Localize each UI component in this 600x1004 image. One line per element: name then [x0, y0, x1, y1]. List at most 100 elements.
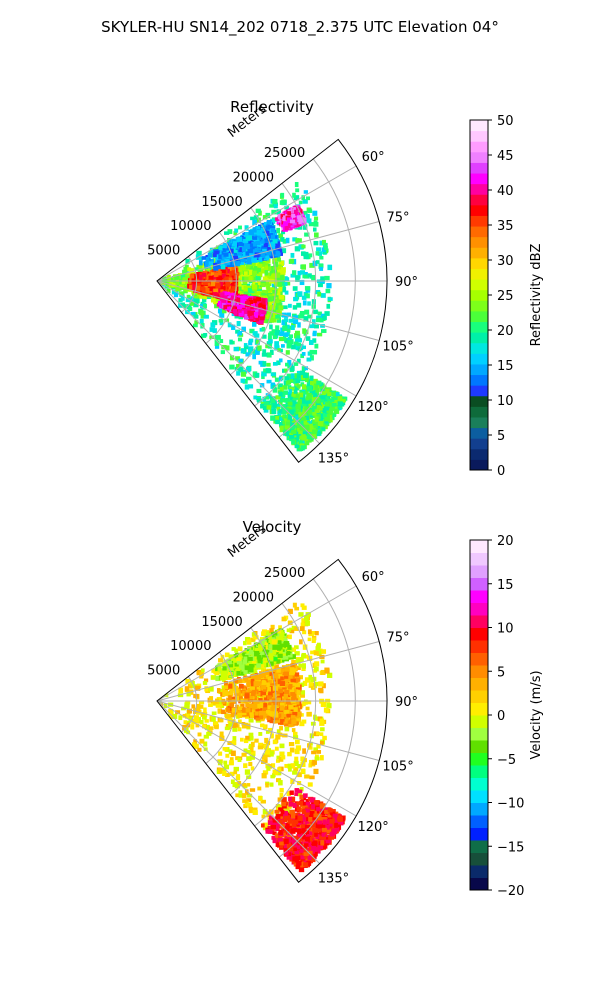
echo-cell: [252, 371, 258, 377]
echo-cell: [295, 275, 301, 279]
echo-cell: [293, 209, 298, 216]
echo-cell: [183, 266, 189, 273]
echo-cell: [225, 276, 232, 281]
echo-cell: [285, 237, 290, 244]
echo-cell: [283, 318, 288, 323]
echo-cell: [263, 408, 269, 413]
echo-cell: [308, 339, 314, 345]
echo-cell: [245, 287, 250, 293]
echo-cell: [253, 311, 259, 317]
echo-cell: [269, 349, 274, 355]
echo-cell: [304, 366, 308, 371]
echo-cell: [277, 412, 282, 418]
echo-cell: [201, 272, 207, 277]
echo-cell: [207, 286, 213, 292]
echo-cell: [257, 398, 262, 403]
echo-cell: [302, 274, 308, 279]
echo-cell: [214, 340, 220, 346]
echo-cell: [267, 296, 272, 301]
echo-cell: [272, 239, 278, 244]
echo-cell: [295, 379, 301, 384]
echo-cell: [262, 233, 266, 239]
echo-cell: [253, 395, 258, 400]
echo-cell: [250, 305, 254, 310]
echo-cell: [257, 227, 263, 231]
echo-cell: [199, 256, 204, 260]
echo-cell: [247, 310, 252, 316]
echo-cell: [269, 313, 276, 318]
echo-cell: [258, 234, 264, 239]
echo-cell: [286, 217, 292, 223]
echo-cell: [236, 261, 240, 267]
echo-cell: [301, 345, 306, 350]
echo-cell: [251, 284, 258, 290]
echo-cell: [232, 241, 238, 246]
echo-cell: [242, 378, 248, 384]
echo-cell: [282, 248, 287, 254]
echo-cell: [299, 389, 303, 395]
echo-cell: [263, 225, 268, 230]
echo-cell: [238, 296, 244, 301]
echo-cell: [244, 276, 250, 282]
echo-cell: [217, 276, 223, 282]
echo-cell: [278, 260, 285, 266]
echo-cell: [275, 314, 281, 319]
echo-cell: [270, 218, 276, 224]
echo-cell: [211, 269, 217, 275]
echo-cell: [312, 332, 317, 337]
echo-cell: [202, 281, 209, 286]
echo-cell: [260, 262, 266, 267]
echo-cell: [220, 264, 226, 270]
echo-cell: [238, 241, 244, 246]
echo-cell: [285, 223, 291, 229]
reflectivity-panel: Reflectivity500010000150002000025000Mete…: [147, 98, 544, 479]
echo-cell: [252, 236, 258, 240]
echo-cell: [175, 286, 180, 292]
echo-cell: [229, 355, 235, 361]
echo-cell: [305, 196, 310, 201]
echo-cell: [302, 271, 308, 277]
echo-cell: [260, 227, 265, 232]
echo-cell: [214, 344, 220, 349]
echo-cell: [296, 370, 302, 377]
echo-cell: [222, 298, 227, 303]
echo-cell: [284, 290, 289, 295]
echo-cell: [248, 265, 254, 269]
echo-cell: [240, 258, 246, 263]
echo-cell: [320, 324, 325, 328]
echo-cell: [247, 306, 252, 312]
echo-cell: [218, 289, 224, 295]
echo-cell: [266, 272, 271, 277]
echo-cell: [208, 261, 214, 265]
echo-cell: [321, 329, 327, 333]
echo-cell: [254, 349, 260, 355]
echo-cell: [303, 254, 309, 260]
echo-cell: [285, 381, 291, 385]
echo-cell: [312, 349, 318, 355]
echo-cell: [297, 347, 302, 352]
echo-cell: [292, 237, 298, 242]
echo-cell: [207, 252, 213, 258]
echo-cell: [317, 251, 323, 256]
echo-cell: [248, 346, 254, 352]
echo-cell: [189, 301, 195, 306]
echo-cell: [308, 222, 314, 227]
echo-cell: [278, 252, 283, 256]
echo-cell: [243, 285, 248, 292]
echo-cell: [319, 266, 324, 271]
echo-cell: [253, 267, 259, 273]
echo-cell: [255, 282, 260, 288]
echo-cell: [267, 310, 272, 315]
echo-cell: [275, 325, 280, 331]
echo-cell: [213, 266, 219, 271]
echo-cell: [252, 270, 257, 275]
echo-cell: [282, 217, 288, 222]
echo-cell: [223, 304, 229, 309]
echo-cell: [273, 203, 278, 209]
echo-cell: [266, 263, 271, 269]
echo-cell: [275, 241, 280, 247]
echo-cell: [306, 357, 312, 362]
echo-cell: [242, 279, 248, 285]
echo-cell: [298, 244, 304, 250]
echo-cell: [269, 225, 275, 230]
